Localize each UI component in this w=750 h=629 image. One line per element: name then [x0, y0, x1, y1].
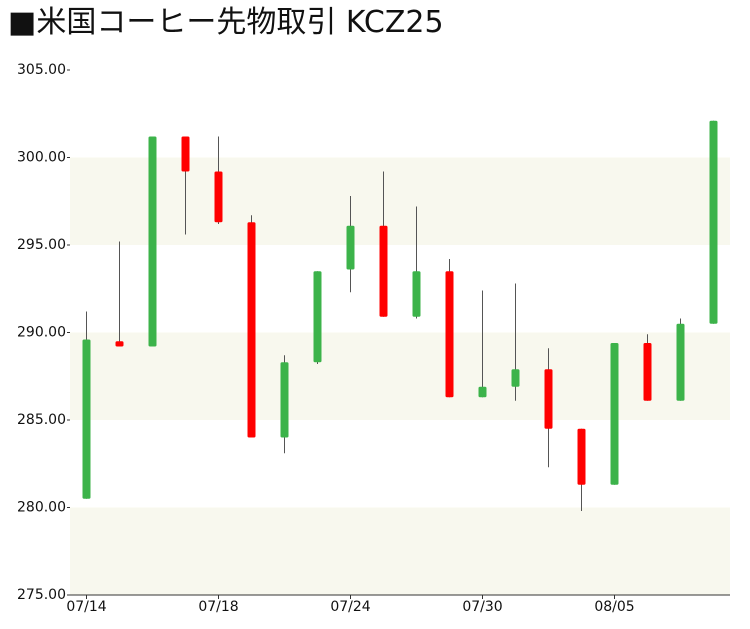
x-tick-label: 07/24	[330, 599, 370, 615]
x-tick-label: 07/14	[66, 599, 106, 615]
grid-band	[70, 507, 730, 595]
candle-body	[412, 271, 421, 317]
grid-band	[70, 332, 730, 420]
candle-body	[610, 343, 619, 485]
candle-body	[709, 120, 718, 324]
candle-body	[643, 343, 652, 401]
candle-body	[181, 136, 190, 172]
candle-body	[511, 369, 520, 387]
y-tick-label: 275.00	[17, 587, 66, 603]
candle-body	[346, 225, 355, 270]
candle-body	[544, 369, 553, 429]
candle-body	[478, 386, 487, 398]
y-tick-label: 290.00	[17, 325, 66, 341]
candle-body	[280, 362, 289, 438]
candle-body	[247, 222, 256, 438]
candle-body	[214, 171, 223, 223]
y-tick-label: 280.00	[17, 500, 66, 516]
candle-body	[379, 225, 388, 317]
candle-body	[577, 428, 586, 485]
y-tick-label: 285.00	[17, 412, 66, 428]
candle-body	[676, 323, 685, 401]
chart-title: ■米国コーヒー先物取引 KCZ25	[8, 5, 444, 40]
grid-band	[70, 157, 730, 245]
y-tick-label: 305.00	[17, 62, 66, 78]
x-tick-label: 07/18	[198, 599, 238, 615]
candle-body	[148, 136, 157, 347]
candle-body	[115, 341, 124, 347]
y-tick-label: 300.00	[17, 150, 66, 166]
candle-body	[82, 339, 91, 499]
x-tick-label: 08/05	[594, 599, 634, 615]
candle-body	[313, 271, 322, 363]
x-tick-label: 07/30	[462, 599, 502, 615]
candle-body	[445, 271, 454, 398]
y-tick-label: 295.00	[17, 237, 66, 253]
